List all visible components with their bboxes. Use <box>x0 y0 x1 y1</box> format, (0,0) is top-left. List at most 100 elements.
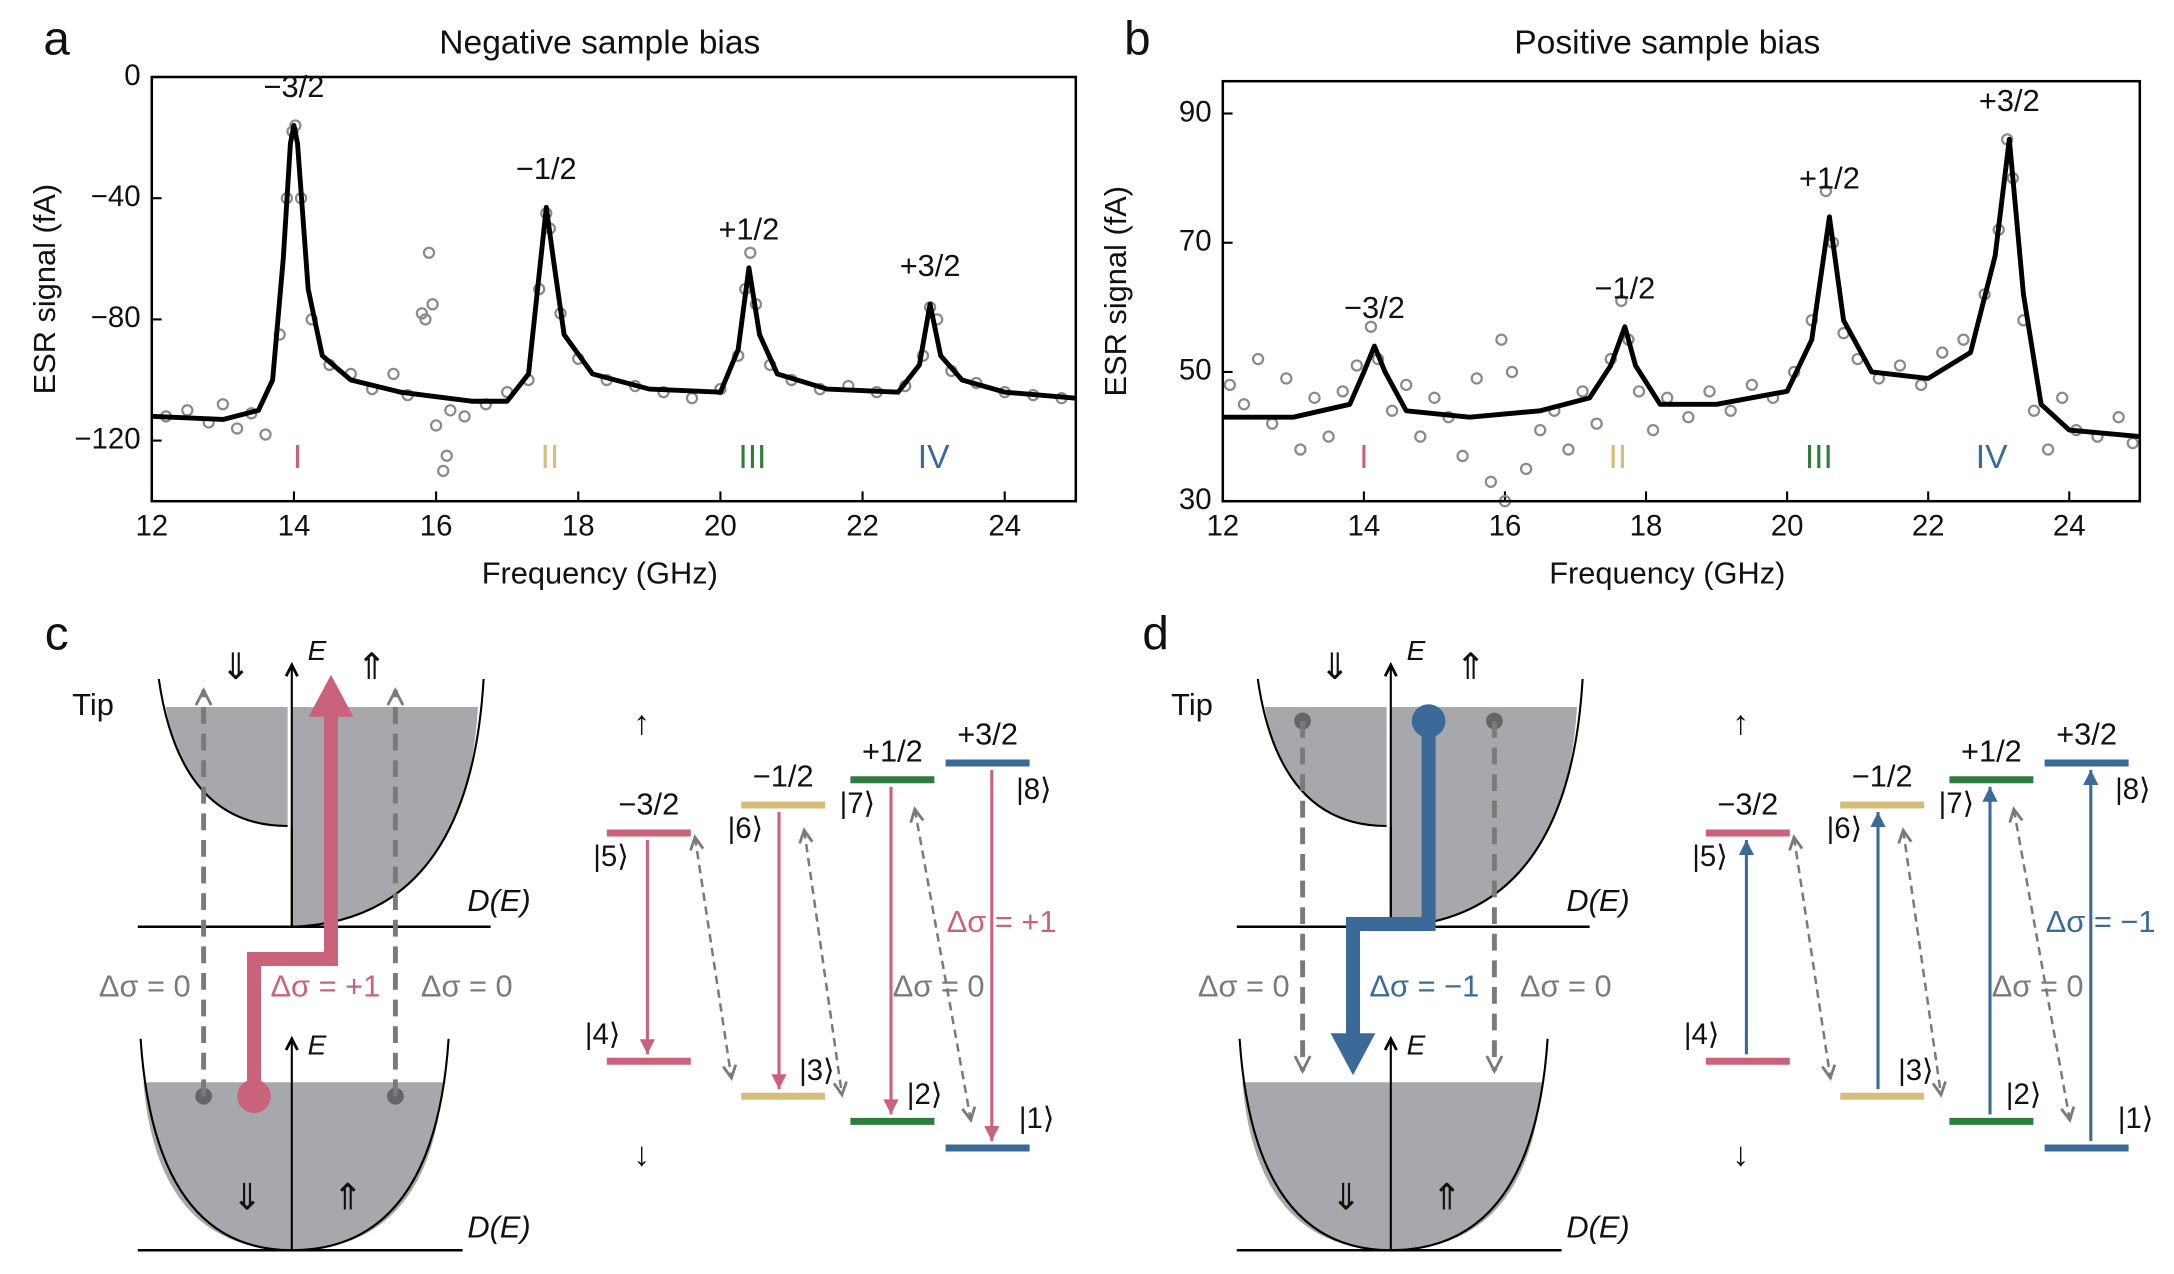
data-point <box>1562 443 1575 456</box>
data-point <box>1724 404 1737 417</box>
arrow-head <box>722 1064 738 1082</box>
state-label: |6⟩ <box>728 812 763 845</box>
arrow-head <box>386 687 405 706</box>
tip: Tip <box>72 687 114 722</box>
delta-left: Δσ = 0 <box>1198 969 1290 1004</box>
arrow-line <box>802 830 844 1095</box>
x-tick-label: 18 <box>1630 510 1663 543</box>
x-tick-label: 22 <box>846 510 879 543</box>
data-point <box>1534 423 1547 437</box>
data-point <box>2112 411 2125 424</box>
electron <box>1411 704 1446 738</box>
level-label: +1/2 <box>1961 733 2022 768</box>
arrow-head <box>1738 840 1755 855</box>
state-label: |1⟩ <box>1019 1102 1054 1135</box>
arrow-head <box>2060 1106 2076 1124</box>
state-label: |2⟩ <box>2006 1078 2041 1111</box>
data-point <box>1505 365 1519 379</box>
level-label: +3/2 <box>2056 717 2117 752</box>
dos-sample: D(E) <box>467 1209 530 1244</box>
data-point <box>1819 184 1833 198</box>
data-point <box>1646 423 1660 437</box>
data-point <box>744 246 757 259</box>
y-axis-label: ESR signal (fA) <box>1098 186 1133 397</box>
delta-dashed: Δσ = 0 <box>1992 969 2084 1004</box>
level-label: −1/2 <box>753 759 814 794</box>
level-label: +3/2 <box>957 717 1018 752</box>
arrow-head <box>1821 1064 1837 1082</box>
sample-up: ⇑ <box>1432 1176 1462 1217</box>
y-tick-label: 30 <box>1179 483 1212 516</box>
data-point <box>2027 404 2041 417</box>
arrow-head <box>1788 834 1804 851</box>
data-point <box>2126 436 2139 450</box>
transition-label: II <box>1608 439 1627 476</box>
data-point <box>429 419 443 432</box>
level-label: −1/2 <box>1852 759 1913 794</box>
data-point <box>1957 333 1970 346</box>
arrow-head <box>832 1081 848 1098</box>
y-tick-label: 0 <box>124 59 140 92</box>
data-point <box>426 298 439 311</box>
state-label: |7⟩ <box>1939 787 1974 820</box>
energy-tip: E <box>1407 635 1426 666</box>
x-tick-label: 20 <box>1771 510 1804 543</box>
data-point <box>259 428 272 441</box>
arrow-line <box>693 837 733 1079</box>
panel-label: a <box>43 13 70 66</box>
state-label: |3⟩ <box>799 1054 834 1087</box>
data-point <box>1470 372 1483 385</box>
data-point <box>1364 320 1378 333</box>
data-point <box>419 313 432 326</box>
electron <box>237 1079 271 1113</box>
arrow-head <box>909 806 925 824</box>
chart-title: Negative sample bias <box>439 25 760 62</box>
data-point <box>1428 391 1441 404</box>
data-point <box>1294 443 1307 456</box>
chart-title: Positive sample bias <box>1514 25 1820 62</box>
spin-up: ↑ <box>1732 705 1749 742</box>
delta-right: Δσ = 0 <box>421 969 513 1004</box>
energy-sample: E <box>308 1030 327 1061</box>
tip-band-right <box>1390 707 1577 927</box>
arrow-head <box>1982 786 1998 802</box>
x-tick-label: 12 <box>1206 510 1239 543</box>
peak-label: +1/2 <box>718 212 779 247</box>
arrow-head <box>639 1039 656 1055</box>
arrow-head <box>883 1099 899 1115</box>
arrow-line <box>913 808 973 1121</box>
x-axis-label: Frequency (GHz) <box>482 556 718 591</box>
plot-frame <box>150 75 1078 503</box>
data-point <box>1251 352 1265 366</box>
state-label: |1⟩ <box>2118 1102 2153 1135</box>
data-point <box>1745 378 1758 392</box>
tip-band-left <box>165 707 288 826</box>
x-tick-label: 16 <box>420 510 453 543</box>
arrow-line <box>1792 837 1832 1079</box>
tip-up: ⇑ <box>356 646 386 687</box>
state-label: |4⟩ <box>1684 1018 1719 1051</box>
tip: Tip <box>1171 687 1213 722</box>
arrow-head <box>1293 1055 1312 1075</box>
arrow-head <box>689 834 705 851</box>
data-point <box>458 410 471 423</box>
delta-solid: Δσ = +1 <box>947 904 1057 939</box>
arrow-head <box>1485 1055 1504 1075</box>
y-tick-label: −120 <box>74 422 140 455</box>
x-tick-label: 24 <box>2053 510 2086 543</box>
sample-band <box>143 1082 443 1251</box>
state-label: |5⟩ <box>593 840 628 873</box>
data-point <box>1615 294 1628 308</box>
x-tick-label: 24 <box>988 510 1021 543</box>
arrow-head <box>2083 770 2099 785</box>
tip-down: ⇓ <box>221 646 251 687</box>
data-point <box>1350 359 1363 372</box>
peak-label: −1/2 <box>516 151 577 186</box>
energy-tip: E <box>308 635 327 666</box>
transition-label: II <box>540 439 559 476</box>
data-point <box>1484 475 1498 488</box>
spin-up: ↑ <box>633 705 650 742</box>
state-label: |7⟩ <box>840 787 875 820</box>
delta-dashed: Δσ = 0 <box>893 969 985 1004</box>
